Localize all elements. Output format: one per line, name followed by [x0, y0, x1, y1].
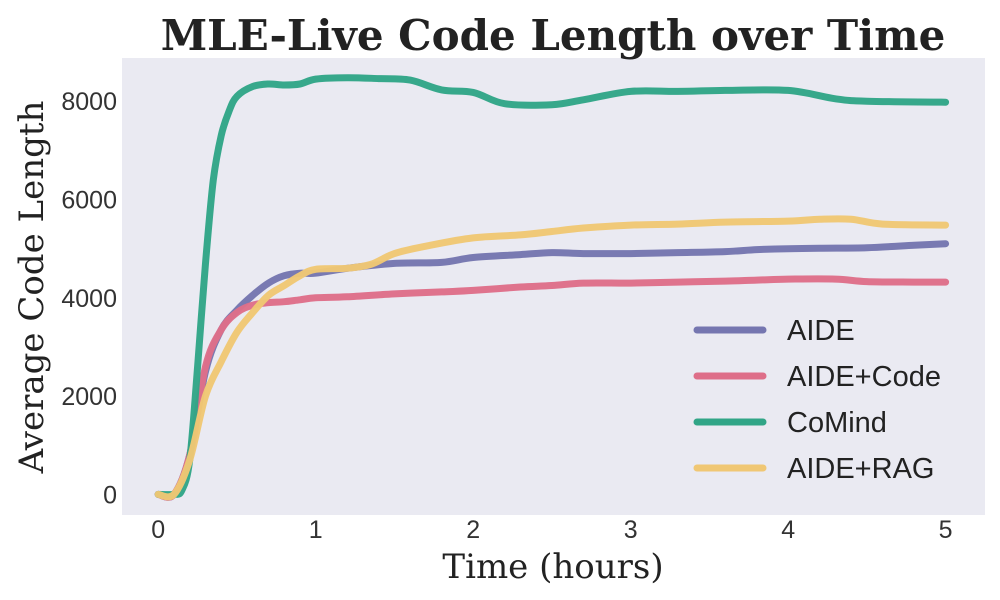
axis-ticks: 0 1 2 3 4 5 0 2000 4000 6000 8000	[61, 88, 952, 544]
x-tick-label: 3	[624, 516, 638, 544]
y-tick-label: 8000	[61, 88, 117, 116]
y-tick-label: 2000	[61, 383, 117, 411]
x-tick-label: 4	[781, 516, 795, 544]
legend-label: AIDE	[787, 315, 855, 347]
legend-item-aide: AIDE	[693, 315, 855, 347]
series-lines	[154, 74, 950, 501]
legend-item-comind: CoMind	[693, 407, 887, 439]
legend-item-aide-rag: AIDE+RAG	[693, 453, 934, 485]
series-line-comind	[154, 74, 950, 499]
x-tick-label: 5	[939, 516, 953, 544]
x-tick-label: 2	[466, 516, 480, 544]
y-tick-label: 4000	[61, 285, 117, 313]
y-tick-label: 0	[103, 481, 117, 509]
x-axis-label: Time (hours)	[442, 547, 663, 587]
series-line-aide-code	[154, 275, 950, 501]
x-tick-label: 0	[151, 516, 165, 544]
legend-label: AIDE+RAG	[787, 453, 934, 485]
y-tick-label: 6000	[61, 187, 117, 215]
legend-item-aide-code: AIDE+Code	[693, 361, 941, 393]
y-axis-label: Average Code Length	[12, 101, 52, 475]
chart-title: MLE-Live Code Length over Time	[161, 11, 946, 60]
legend-label: AIDE+Code	[787, 361, 941, 393]
series-line-aide-rag	[154, 215, 950, 501]
legend-label: CoMind	[787, 407, 887, 439]
x-tick-label: 1	[309, 516, 323, 544]
legend: AIDE AIDE+Code CoMind AIDE+RAG	[693, 315, 941, 485]
